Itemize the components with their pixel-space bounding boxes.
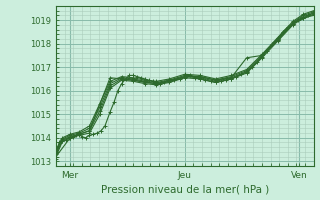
X-axis label: Pression niveau de la mer( hPa ): Pression niveau de la mer( hPa )	[101, 184, 269, 194]
